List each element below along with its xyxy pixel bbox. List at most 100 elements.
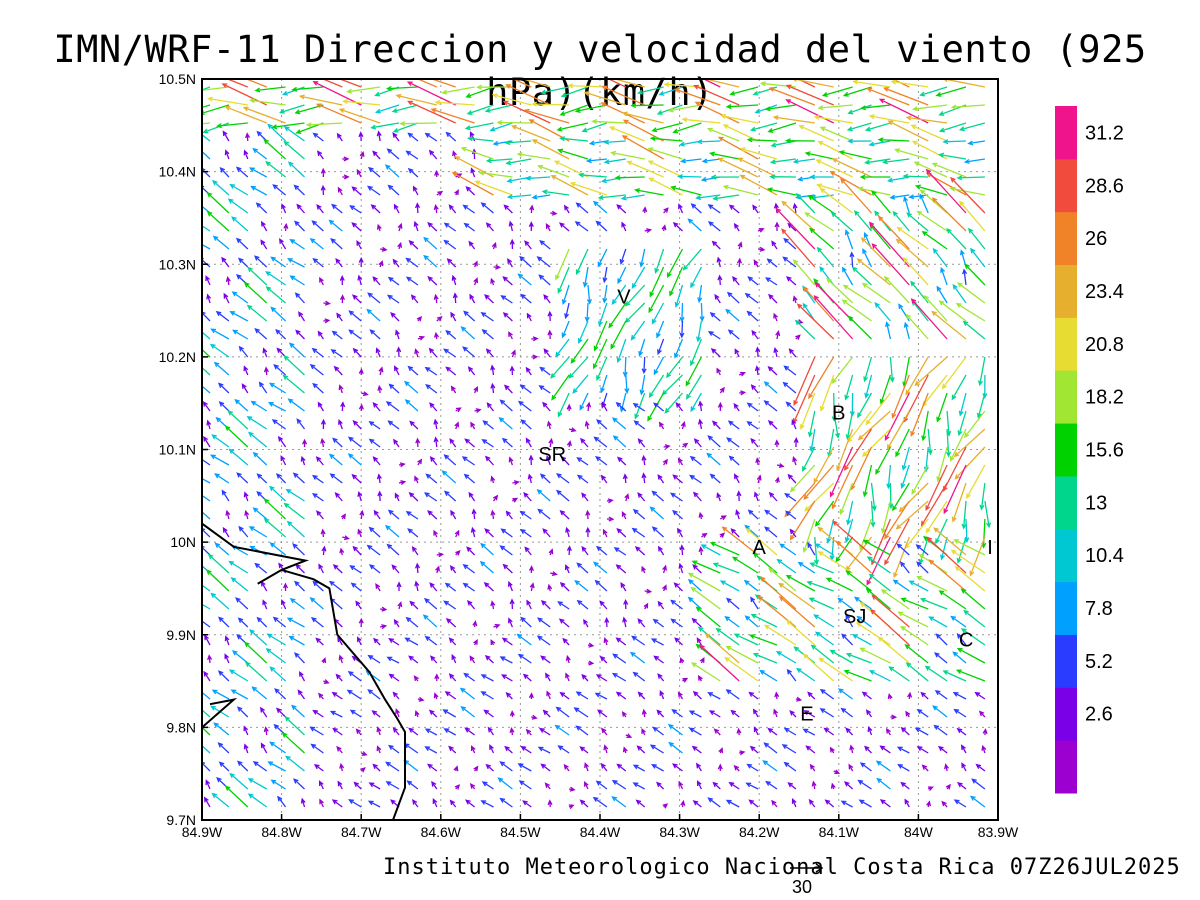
wind-arrow [291,86,324,92]
wind-arrow [228,669,249,682]
wind-arrow [690,662,721,682]
wind-arrow [784,510,797,520]
wind-arrow [888,666,910,682]
wind-arrow [274,688,287,700]
wind-arrow [870,608,910,646]
wind-arrow [981,744,987,754]
wind-arrow [746,137,778,143]
wind-arrow [412,799,419,808]
wind-arrow [688,710,702,718]
wind-arrow [677,457,684,466]
wind-arrow [466,104,494,115]
wind-arrow [603,744,609,754]
wind-arrow [689,455,702,466]
wind-arrow [564,204,570,214]
wind-arrow [945,428,951,458]
wind-arrow [202,508,211,520]
wind-arrow [491,241,497,250]
wind-arrow [443,600,457,610]
wind-arrow [540,86,570,95]
wind-arrow [620,582,627,592]
wind-arrow [489,122,513,132]
wind-arrow [470,167,476,178]
wind-arrow [682,442,689,448]
wind-arrow [720,113,759,124]
wind-arrow [830,782,836,790]
wind-arrow [231,216,249,232]
wind-arrow [724,616,740,628]
wind-arrow [580,437,589,448]
wind-arrow [202,348,211,358]
wind-arrow [641,356,647,375]
wind-arrow [370,204,381,214]
wind-arrow [464,122,494,131]
wind-arrow [499,797,513,808]
wind-arrow [254,562,268,574]
wind-arrow [680,420,686,430]
wind-arrow [967,140,985,146]
wind-arrow [391,564,400,574]
wind-arrow [490,382,496,394]
lon-tick-label: 84.6W [421,824,462,840]
wind-arrow [490,277,496,286]
wind-arrow [673,582,683,592]
wind-arrow [377,384,383,394]
wind-arrow [776,463,785,469]
wind-arrow [372,763,381,772]
wind-arrow [608,302,627,329]
wind-arrow [707,797,721,808]
wind-arrow [813,446,835,484]
wind-arrow [792,202,798,214]
wind-arrow [408,491,419,502]
wind-arrow [576,457,589,466]
wind-arrow [932,247,948,268]
wind-arrow [621,510,627,520]
wind-arrow [318,780,324,790]
wind-arrow [657,673,665,682]
wind-arrow [794,319,816,340]
wind-arrow [959,200,986,232]
wind-arrow [906,212,929,232]
wind-arrow [767,420,778,430]
wind-arrow [919,193,929,214]
lat-tick-label: 10.5N [159,71,196,87]
wind-arrow [809,763,816,772]
wind-arrow [921,764,929,772]
wind-arrow [312,257,324,268]
wind-arrow [648,374,665,399]
wind-arrow [914,184,948,196]
wind-arrow [786,668,797,682]
wind-arrow [647,160,683,178]
wind-arrow [202,545,211,556]
wind-arrow [448,204,457,214]
wind-arrow [529,204,535,214]
wind-arrow [768,491,778,502]
wind-arrow [620,194,645,201]
wind-arrow [844,374,854,401]
wind-arrow [722,124,759,142]
wind-arrow [376,726,382,736]
wind-arrow [942,79,986,88]
wind-arrow [463,672,475,682]
wind-arrow [637,618,646,628]
wind-arrow [347,436,362,448]
wind-arrow [927,786,934,792]
wind-arrow [699,656,705,664]
wind-arrow [247,793,268,808]
wind-arrow [797,561,816,574]
wind-arrow [879,745,891,754]
wind-arrow [832,520,872,556]
wind-arrow [413,675,419,682]
wind-arrow [687,572,721,592]
wind-arrow [367,800,381,808]
wind-arrow [717,763,723,771]
wind-arrow [398,462,406,468]
wind-arrow [270,306,287,322]
wind-arrow [700,544,721,556]
wind-arrow [576,599,589,610]
wind-arrow [417,696,425,702]
lon-tick-label: 84.9W [182,824,223,840]
wind-arrow [733,473,740,484]
wind-arrow [430,655,438,664]
wind-arrow [435,565,440,574]
